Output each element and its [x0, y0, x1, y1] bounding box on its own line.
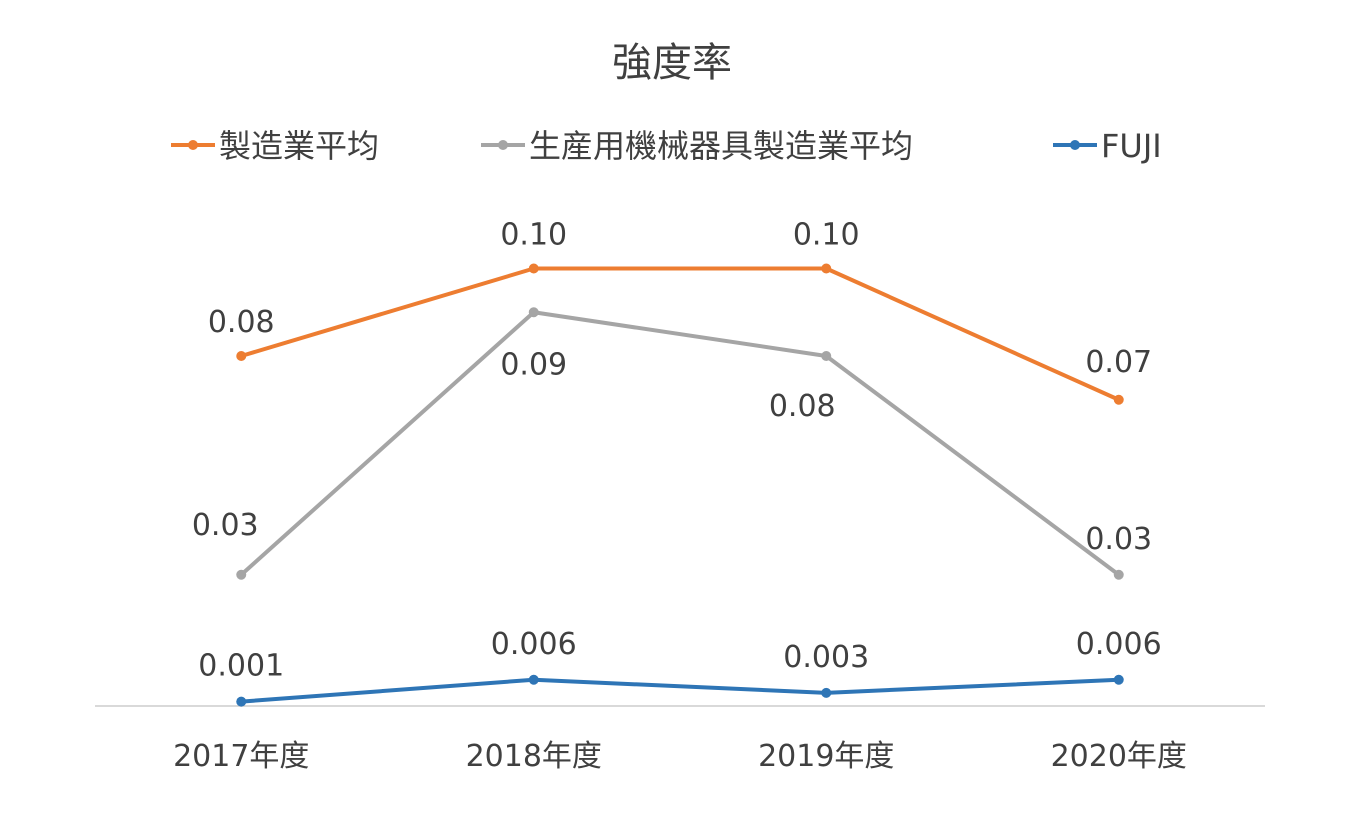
legend-item: 生産用機械器具製造業平均 [481, 127, 913, 165]
data-point [236, 351, 247, 361]
x-tick-label: 2020年度 [1051, 739, 1187, 774]
data-label: 0.006 [1076, 627, 1162, 662]
data-point [236, 696, 247, 707]
data-label: 0.08 [769, 389, 836, 424]
data-point [821, 687, 832, 698]
series-line [239, 310, 1120, 577]
x-axis-tick-labels: 2017年度 2018年度 2019年度 2020年度 [173, 739, 1187, 774]
data-point [1113, 394, 1124, 405]
legend-point-marker [188, 140, 198, 150]
series-line [240, 266, 1120, 402]
legend-point-marker [498, 140, 508, 150]
legend-item: FUJI [1053, 127, 1162, 165]
data-label: 0.03 [1085, 522, 1152, 557]
data-point [1113, 674, 1124, 685]
x-tick-label: 2017年度 [173, 739, 309, 774]
legend-label: 生産用機械器具製造業平均 [529, 127, 913, 165]
legend-label: 製造業平均 [219, 127, 379, 165]
data-label: 0.001 [198, 649, 284, 684]
legend: 製造業平均 生産用機械器具製造業平均 FUJI [171, 127, 1162, 165]
data-label: 0.03 [192, 508, 259, 543]
data-label: 0.003 [783, 640, 869, 675]
data-point [821, 351, 832, 361]
chart-title: 強度率 [612, 40, 732, 86]
data-point [528, 674, 539, 685]
legend-label: FUJI [1101, 127, 1162, 165]
data-label: 0.10 [793, 218, 860, 253]
data-label: 0.09 [500, 347, 567, 382]
data-label: 0.07 [1085, 345, 1152, 380]
data-point [528, 307, 539, 318]
series-group [236, 263, 1124, 707]
legend-item: 製造業平均 [171, 127, 379, 165]
x-tick-label: 2018年度 [466, 739, 602, 774]
x-tick-label: 2019年度 [758, 739, 894, 774]
data-point [528, 263, 539, 274]
series-line [241, 677, 1119, 704]
data-point [821, 263, 832, 274]
data-point [1113, 569, 1124, 580]
data-label: 0.006 [491, 627, 577, 662]
data-label: 0.08 [208, 305, 275, 340]
legend-point-marker [1070, 140, 1080, 150]
data-labels: 0.08 0.10 0.10 0.07 0.03 0.09 0.08 0.03 0.001 0.0… [192, 218, 1162, 684]
data-point [236, 569, 247, 580]
data-label: 0.10 [500, 218, 567, 253]
